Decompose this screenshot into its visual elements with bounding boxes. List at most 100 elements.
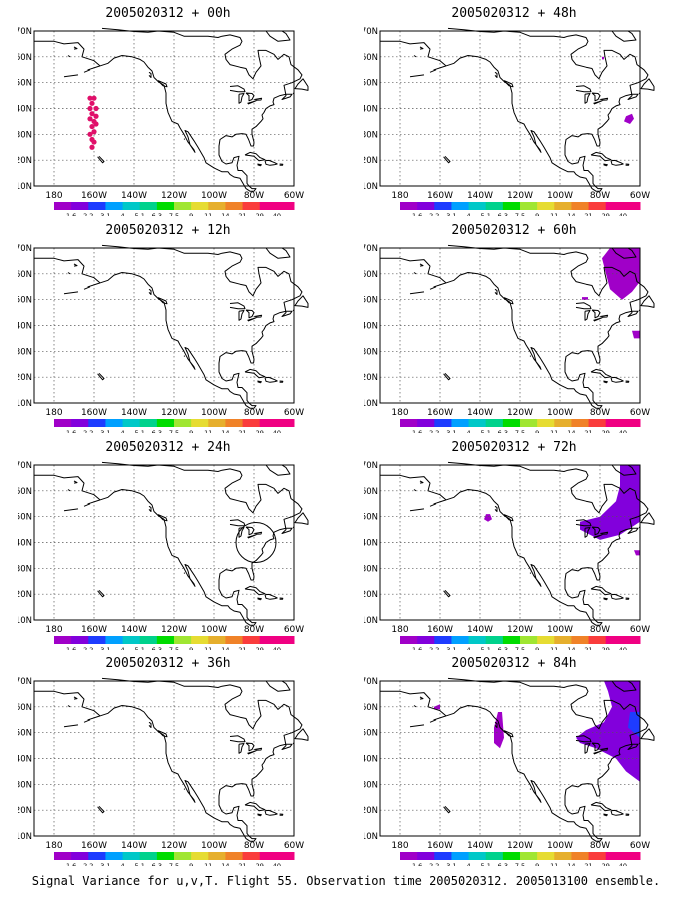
colorbar-swatch — [605, 202, 624, 210]
colorbar-label: 11 — [550, 646, 558, 650]
colorbar-swatch — [468, 636, 487, 644]
colorbar-label: 2.2 — [429, 646, 439, 650]
colorbar-label: 9 — [189, 212, 193, 216]
lat-tick-label: 60N — [18, 53, 32, 63]
colorbar-swatch — [156, 636, 175, 644]
lat-tick-label: 60N — [18, 703, 32, 713]
lat-tick-label: 50N — [18, 79, 32, 89]
observation-marker — [93, 105, 99, 112]
colorbar-label: 40 — [273, 646, 281, 650]
panel-title: 2005020312 + 72h — [451, 440, 577, 455]
colorbar-label: 21 — [584, 646, 592, 650]
lat-tick-label: 10N — [18, 616, 32, 626]
coastline — [148, 505, 152, 512]
map-layer: 70N 60N 50N 40N 30N 20N 10N 180 160W 140W 120W 100W… — [18, 244, 309, 433]
lat-tick-label: 20N — [364, 806, 378, 816]
coastline — [494, 721, 498, 728]
map-svg: 70N 60N 50N 40N 30N 20N 10N 180 160W 140W 120W 100W… — [364, 461, 655, 650]
colorbar-label: 2.2 — [429, 429, 439, 433]
colorbar-swatch — [208, 636, 226, 644]
colorbar-label: 5.1 — [135, 429, 145, 433]
lon-tick-label: 160W — [81, 408, 107, 418]
colorbar-label: 29 — [602, 646, 610, 650]
coastline — [590, 151, 612, 162]
coastline — [238, 743, 245, 754]
colorbar-label: 2.2 — [429, 212, 439, 216]
colorbar-label: 1.6 — [412, 429, 422, 433]
coastline — [265, 30, 291, 42]
lat-tick-label: 40N — [364, 105, 378, 115]
lat-tick-label: 40N — [18, 322, 32, 332]
lat-tick-label: 10N — [18, 832, 32, 842]
coastline — [409, 508, 425, 512]
plot-frame — [379, 464, 641, 621]
colorbar-label: 14 — [221, 212, 229, 216]
lon-tick-label: 140W — [467, 841, 493, 851]
coastline — [148, 71, 152, 78]
coastline — [590, 801, 612, 812]
coastline — [294, 78, 309, 91]
panel-title: 2005020312 + 36h — [105, 656, 231, 671]
coastline — [443, 805, 451, 814]
lat-tick-label: 10N — [364, 182, 378, 192]
coastline — [63, 508, 79, 512]
colorbar-swatch — [105, 636, 124, 644]
colorbar-swatch — [400, 852, 418, 860]
coastline — [73, 696, 78, 700]
lat-tick-label: 10N — [364, 399, 378, 409]
colorbar-swatch — [537, 636, 555, 644]
colorbar-swatch — [105, 852, 124, 860]
colorbar-swatch — [400, 202, 418, 210]
coastline — [590, 585, 612, 596]
colorbar-swatch — [571, 202, 590, 210]
observation-marker — [91, 95, 97, 101]
colorbar-label: 14 — [567, 862, 575, 866]
colorbar-label: 5.1 — [135, 646, 145, 650]
coastline — [591, 309, 601, 319]
colorbar-swatch — [554, 852, 572, 860]
lat-tick-label: 20N — [18, 590, 32, 600]
coastline — [247, 317, 257, 322]
coastline — [245, 92, 255, 102]
colorbar-swatch — [451, 202, 470, 210]
lon-tick-label: 140W — [121, 841, 147, 851]
coastline — [600, 747, 609, 751]
map-panel-36h: 2005020312 + 36h 70N 60N 50N 40N 30N 20N 10N 18… — [18, 656, 318, 866]
coastline — [34, 677, 303, 842]
variance-region — [634, 550, 640, 556]
coastline — [73, 263, 78, 267]
colorbar-label: 9 — [189, 646, 193, 650]
coastline — [229, 302, 246, 310]
colorbar-swatch — [191, 852, 209, 860]
lon-tick-label: 120W — [161, 191, 187, 201]
colorbar-swatch — [276, 852, 295, 860]
map-panel-60h: 2005020312 + 60h 70N 60N 50N 40N 30N 20N 10N 18… — [364, 223, 664, 433]
coastline — [611, 247, 637, 259]
lon-tick-label: 160W — [81, 191, 107, 201]
colorbar-swatch — [588, 636, 607, 644]
coastline — [63, 291, 79, 295]
lat-tick-label: 40N — [18, 105, 32, 115]
lon-tick-label: 100W — [547, 625, 573, 635]
colorbar-label: 1.6 — [412, 862, 422, 866]
lon-tick-label: 60W — [630, 625, 650, 635]
lat-tick-label: 30N — [364, 130, 378, 140]
colorbar-label: 4 — [121, 212, 125, 216]
lat-tick-label: 30N — [364, 564, 378, 574]
colorbar-swatch — [242, 202, 261, 210]
lon-tick-label: 80W — [244, 841, 264, 851]
coastline — [279, 597, 284, 600]
colorbar-swatch — [520, 852, 538, 860]
lon-tick-label: 80W — [590, 625, 610, 635]
lat-tick-label: 70N — [18, 244, 32, 254]
coastline — [419, 263, 424, 267]
coastline — [265, 247, 291, 259]
coastline — [148, 288, 152, 295]
colorbar-swatch — [139, 636, 158, 644]
colorbar-label: 29 — [602, 212, 610, 216]
colorbar-label: 29 — [256, 862, 264, 866]
lat-tick-label: 70N — [364, 27, 378, 37]
lon-tick-label: 60W — [630, 191, 650, 201]
coastline — [503, 514, 514, 522]
